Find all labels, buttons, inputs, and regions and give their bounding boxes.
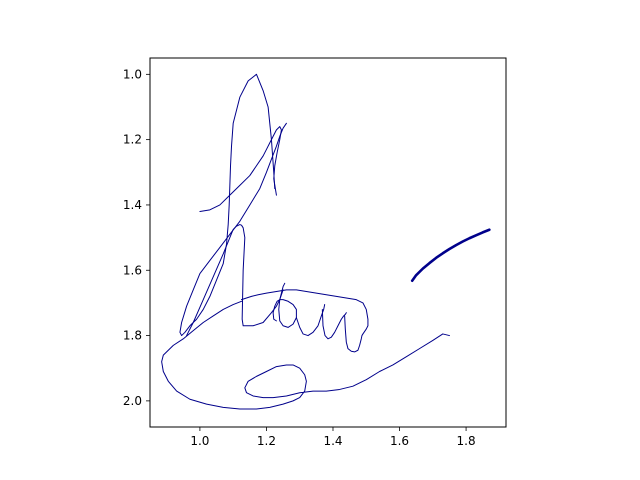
series-layer [161, 73, 491, 410]
y-tick-label: 1.2 [123, 133, 142, 147]
y-tick-label: 1.6 [123, 263, 142, 277]
x-tick-label: 1.2 [257, 434, 276, 448]
series-stroke-3 [272, 289, 297, 328]
plot-frame [149, 57, 507, 428]
x-tick-label: 1.6 [390, 434, 409, 448]
series-stroke-7 [161, 300, 450, 410]
series-stroke-2 [186, 224, 286, 337]
x-tick-label: 1.4 [323, 434, 342, 448]
y-axis: 1.0 1.2 1.4 1.6 1.8 2.0 [123, 67, 150, 408]
y-tick-label: 1.0 [123, 67, 142, 81]
series-stroke-8 [410, 228, 491, 283]
plot-area [149, 57, 507, 428]
y-tick-label: 1.4 [123, 198, 142, 212]
series-stroke-5 [321, 308, 347, 340]
y-tick-label: 1.8 [123, 329, 142, 343]
x-tick-label: 1.8 [457, 434, 476, 448]
x-tick-label: 1.0 [190, 434, 209, 448]
y-tick-label: 2.0 [123, 394, 142, 408]
x-axis: 1.0 1.2 1.4 1.6 1.8 [190, 427, 476, 448]
series-stroke-6 [241, 289, 369, 353]
